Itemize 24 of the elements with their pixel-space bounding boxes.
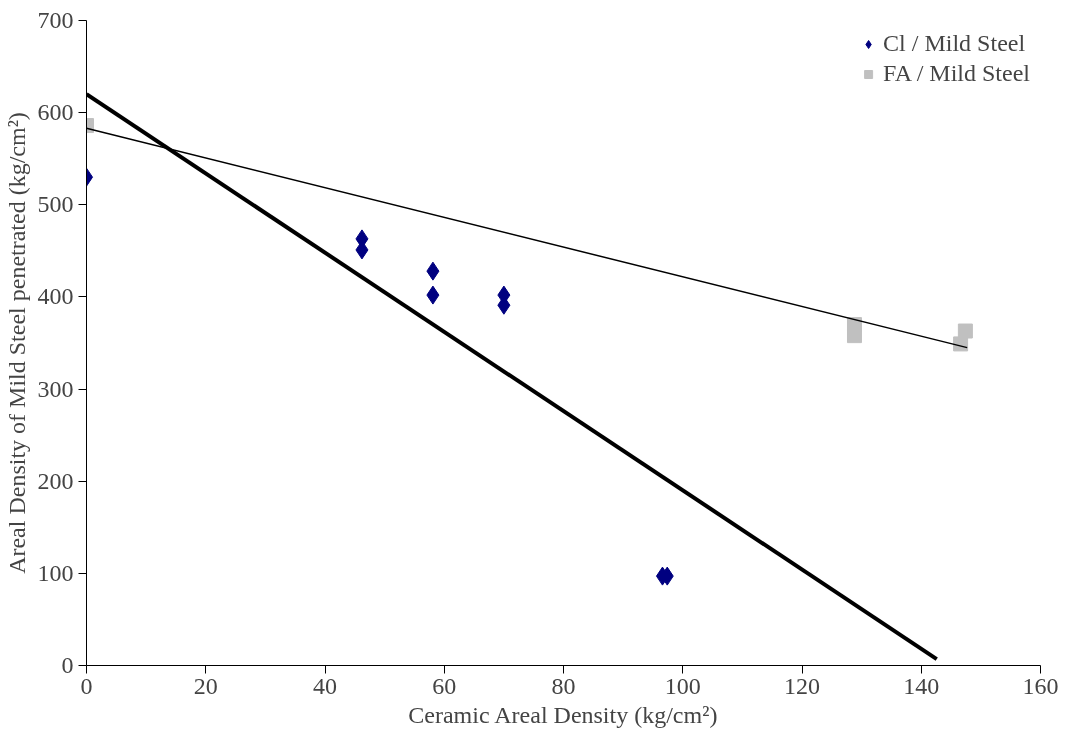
x-tick-label: 40: [313, 672, 337, 699]
y-tick-label: 700: [37, 7, 74, 33]
x-tick-label: 140: [903, 672, 940, 699]
x-axis-title: Ceramic Areal Density (kg/cm²): [408, 701, 718, 728]
x-tick-label: 160: [1022, 672, 1059, 699]
point: [426, 261, 440, 281]
x-tick-label: 100: [664, 672, 701, 699]
x-tick-label: 60: [432, 672, 457, 699]
y-tick-label: 500: [37, 191, 74, 218]
point: [957, 323, 973, 339]
point: [426, 285, 440, 305]
legend-label: FA / Mild Steel: [883, 60, 1030, 87]
y-axis-title: Areal Density of Mild Steel penetrated (kg/cm²): [3, 112, 30, 574]
x-tick-label: 0: [80, 672, 93, 699]
y-tick-label: 300: [37, 375, 74, 402]
y-tick-label: 0: [61, 652, 74, 678]
y-tick-label: 400: [37, 283, 74, 310]
y-tick-label: 200: [37, 467, 74, 494]
x-tick-label: 80: [551, 672, 576, 699]
legend-label: Cl / Mild Steel: [883, 30, 1026, 57]
y-tick-label: 100: [37, 559, 74, 586]
x-tick-label: 20: [193, 672, 218, 699]
y-tick-label: 600: [37, 99, 74, 126]
x-tick-label: 120: [784, 672, 820, 699]
